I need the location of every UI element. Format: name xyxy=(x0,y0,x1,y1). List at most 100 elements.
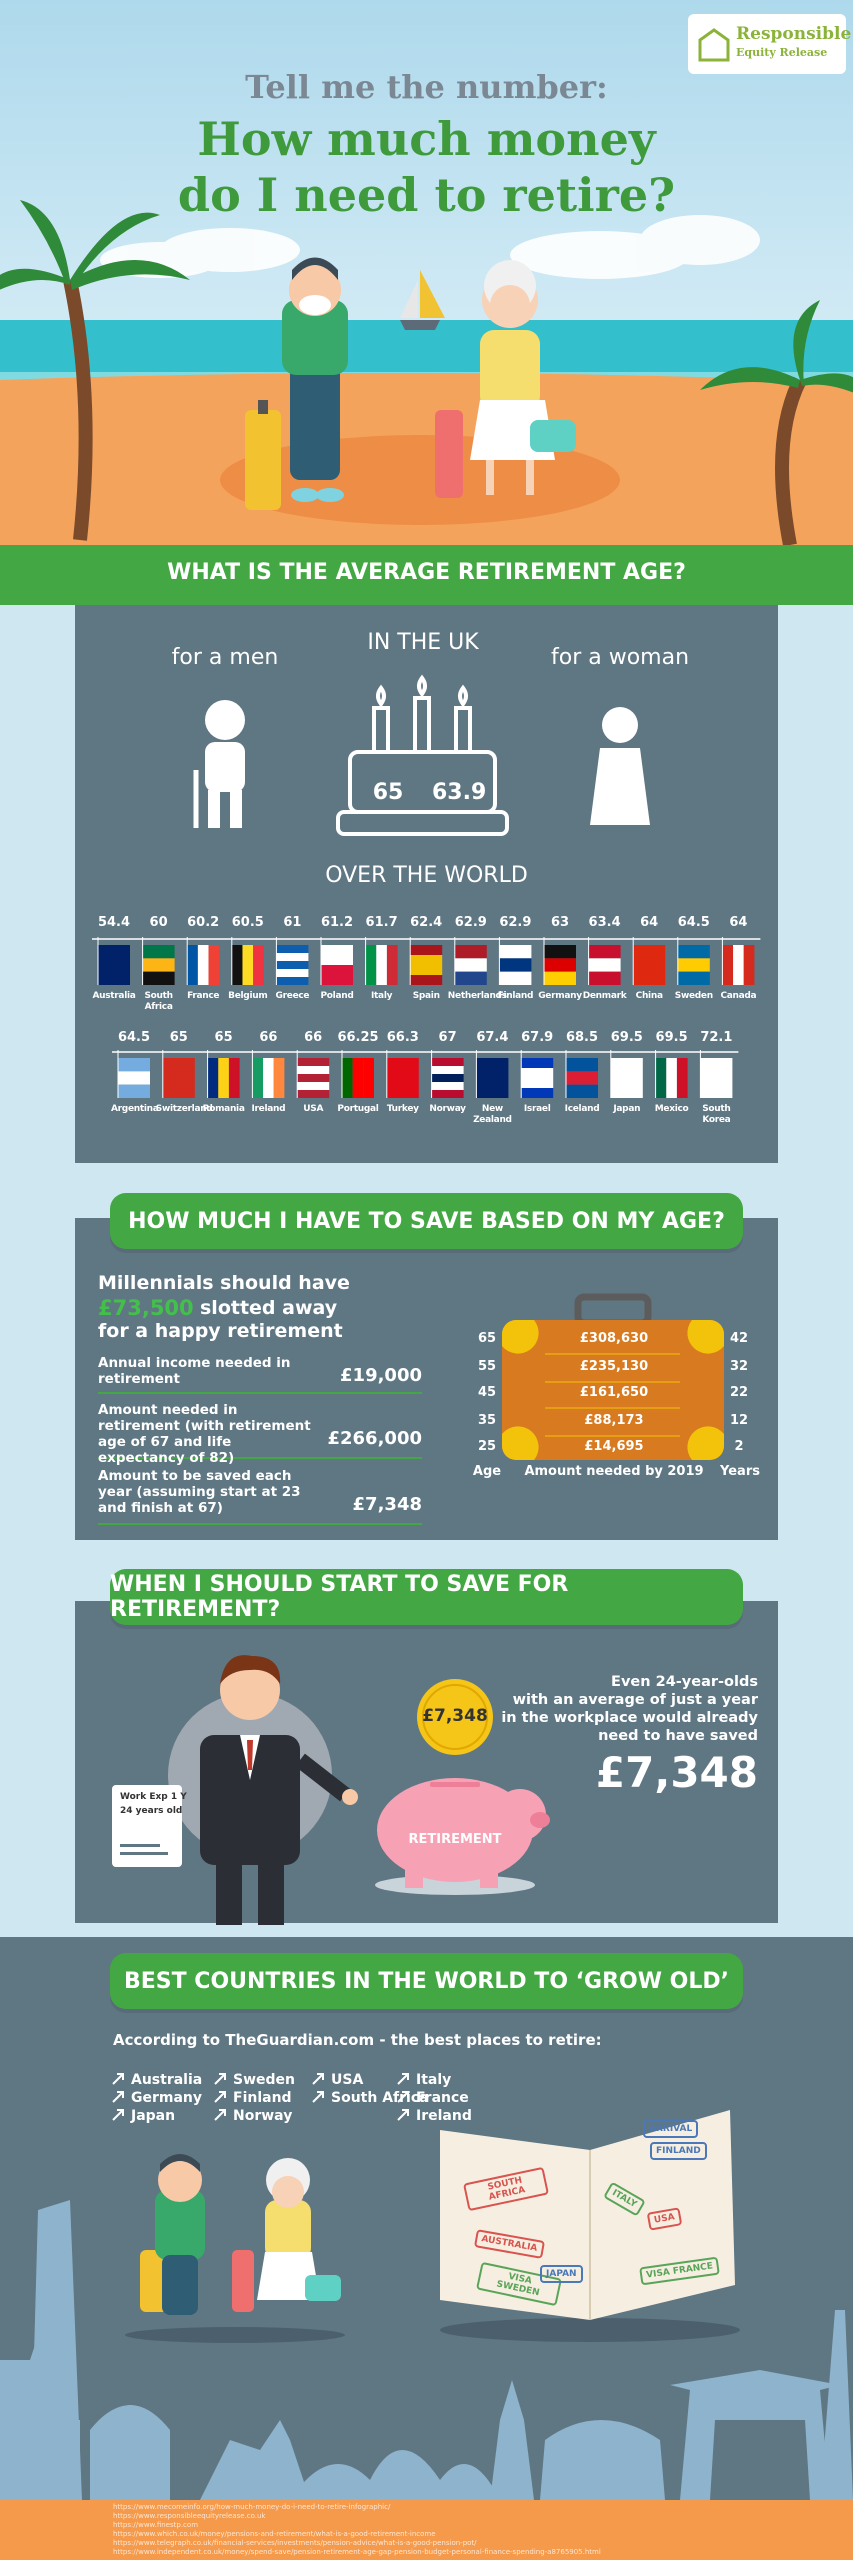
flag xyxy=(733,945,744,985)
flag xyxy=(677,971,710,985)
country-age: 66.3 xyxy=(386,1030,419,1045)
flag xyxy=(566,1084,598,1098)
stamp: VISA FRANCE xyxy=(639,2256,721,2286)
country: Sweden xyxy=(233,2072,295,2088)
source: https://www.which.co.uk/money/pensions-a… xyxy=(113,2530,436,2538)
section-heading: BEST COUNTRIES IN THE WORLD TO ‘GROW OLD… xyxy=(110,1953,743,2009)
country: Finland xyxy=(233,2090,292,2106)
country-name: Romania xyxy=(202,1104,245,1114)
plane-icon xyxy=(214,2109,226,2121)
country-name: South Africa xyxy=(144,991,173,1012)
flag xyxy=(386,1058,419,1098)
flag xyxy=(544,958,576,972)
flag xyxy=(98,945,130,985)
country: Ireland xyxy=(416,2108,472,2124)
flag xyxy=(197,945,209,985)
flag xyxy=(431,1074,464,1082)
years: 32 xyxy=(729,1359,749,1374)
flag xyxy=(677,945,710,959)
country-age: 69.5 xyxy=(655,1030,688,1045)
flag xyxy=(499,958,532,972)
flag xyxy=(676,1058,688,1098)
country: Japan xyxy=(131,2108,176,2124)
cv-text: Work Exp 1 Y xyxy=(120,1792,187,1802)
country-age: 64 xyxy=(640,915,659,930)
country-age: 60.2 xyxy=(187,915,220,930)
country-age: 67.4 xyxy=(476,1030,509,1045)
flag xyxy=(566,1071,598,1085)
country-age: 62.4 xyxy=(410,915,443,930)
flag xyxy=(228,1058,240,1098)
flag xyxy=(499,945,532,959)
source: https://www.mecomeinfo.org/how-much-mone… xyxy=(113,2503,391,2511)
country-age: 64.5 xyxy=(117,1030,151,1045)
plane-icon xyxy=(397,2073,409,2085)
flag xyxy=(743,945,755,985)
text: in the workplace would already xyxy=(501,1710,758,1726)
logo-text: Responsible xyxy=(736,24,852,44)
flag xyxy=(273,1058,285,1098)
title: How much money xyxy=(197,112,656,166)
intro: slotted away xyxy=(200,1297,338,1319)
country-age: 64 xyxy=(729,915,748,930)
flag xyxy=(410,975,443,985)
age: 35 xyxy=(477,1413,497,1428)
flag xyxy=(544,945,576,959)
age: 65 xyxy=(477,1331,497,1346)
plane-icon xyxy=(112,2109,124,2121)
flag xyxy=(431,1090,464,1098)
country-age: 65 xyxy=(214,1030,233,1045)
title: do I need to retire? xyxy=(177,168,676,222)
country-name: Netherlands xyxy=(447,991,507,1001)
flag xyxy=(276,969,309,977)
country-name: France xyxy=(187,991,220,1001)
flag xyxy=(297,1082,330,1090)
flag xyxy=(297,1090,330,1098)
country-age: 66 xyxy=(259,1030,278,1045)
stamp: ARRIVAL xyxy=(643,2120,699,2138)
flag xyxy=(363,1058,374,1098)
country-name: Italy xyxy=(371,991,393,1001)
flag xyxy=(454,945,487,959)
flag xyxy=(677,958,710,972)
country-age: 67.9 xyxy=(521,1030,554,1045)
country-name: Israel xyxy=(523,1104,551,1114)
flag xyxy=(544,971,576,985)
fact-value: £266,000 xyxy=(327,1428,422,1449)
country-name: USA xyxy=(303,1104,324,1114)
uk-women-age: 63.9 xyxy=(432,780,487,805)
country-age: 64.5 xyxy=(677,915,710,930)
source: https://www.finestp.com xyxy=(113,2521,199,2529)
fact-label: Annual income needed in retirement xyxy=(98,1355,291,1387)
country-name: New Zealand xyxy=(473,1104,512,1125)
flag xyxy=(142,945,175,959)
flag xyxy=(142,958,175,972)
flag xyxy=(208,945,220,985)
age: 25 xyxy=(477,1439,497,1454)
country-name: China xyxy=(635,991,663,1001)
flag xyxy=(218,1058,229,1098)
country-name: Belgium xyxy=(228,991,268,1001)
country-age: 62.9 xyxy=(454,915,487,930)
fact-value: £7,348 xyxy=(352,1494,422,1515)
plane-icon xyxy=(214,2073,226,2085)
uk-men-age: 65 xyxy=(372,780,404,805)
flag xyxy=(297,1074,330,1082)
years: 2 xyxy=(734,1439,744,1454)
country-age: 63 xyxy=(550,915,570,930)
country-age: 72.1 xyxy=(700,1030,733,1045)
country-name: Switzerland xyxy=(155,1104,213,1114)
flag xyxy=(610,1058,643,1098)
flag xyxy=(231,945,243,985)
country-age: 66.25 xyxy=(337,1030,379,1045)
flag xyxy=(376,945,387,985)
flag xyxy=(521,1068,554,1078)
country-name: Australia xyxy=(92,991,136,1001)
column-label: Years xyxy=(720,1464,760,1479)
plane-icon xyxy=(214,2091,226,2103)
source: https://www.responsibleequityrelease.co.… xyxy=(113,2512,266,2520)
country-name: Ireland xyxy=(251,1104,286,1114)
kicker: Tell me the number: xyxy=(245,68,608,106)
flag xyxy=(476,1058,509,1098)
